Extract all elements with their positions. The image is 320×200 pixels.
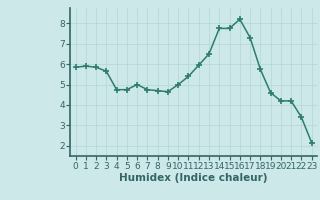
X-axis label: Humidex (Indice chaleur): Humidex (Indice chaleur) (119, 173, 268, 183)
